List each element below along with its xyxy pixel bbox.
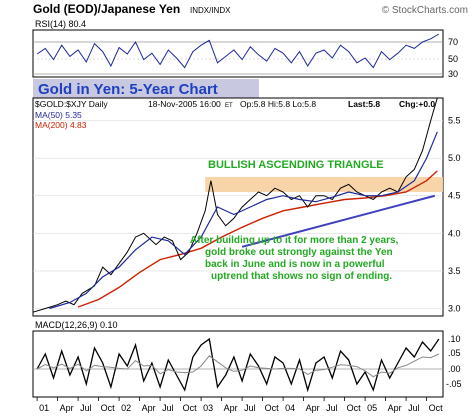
macd-frame [32, 330, 444, 398]
price-tick-label: 3.5 [448, 266, 461, 276]
copyright: © StockCharts.com [382, 5, 468, 16]
legend-ma50: MA(50) 5.35 [35, 110, 82, 120]
macd-signal-line [36, 353, 440, 378]
comment-line-2: gold broke out strongly against the Yen [205, 247, 393, 258]
triangle-label: BULLISH ASCENDING TRIANGLE [208, 159, 384, 171]
chart-banner-bg [33, 79, 259, 98]
rsi-frame [32, 29, 444, 78]
x-tick-label: Oct [429, 403, 444, 413]
x-tick-label: 04 [285, 403, 295, 413]
x-tick-label: 02 [121, 403, 131, 413]
x-tick-label: Jul [162, 403, 174, 413]
x-tick-label: 03 [203, 403, 213, 413]
price-panel: $GOLD:$XJY Daily 18-Nov-2005 16:00 ET Op… [32, 97, 461, 317]
x-tick-label: Jul [80, 403, 92, 413]
chg-label: Chg:+0.0 [399, 99, 435, 109]
rsi-panel: RSI(14) 80.4 70 50 30 [32, 19, 458, 79]
x-tick-label: Apr [142, 403, 156, 413]
x-tick-label: 05 [367, 403, 377, 413]
legend-ma200: MA(200) 4.83 [35, 120, 87, 130]
rsi-tick-70: 70 [448, 37, 458, 47]
price-axis: 5.5 5.0 4.5 4.0 3.5 3.0 [448, 116, 461, 314]
x-tick-label: 01 [39, 403, 49, 413]
macd-panel: MACD(12,26,9) 0.10 .10 .05 .00 -.05 [32, 320, 462, 398]
ma200-line [77, 170, 438, 308]
x-tick-label: Apr [60, 403, 74, 413]
price-frame [32, 97, 444, 317]
trendline [241, 194, 436, 248]
chart-banner: Gold in Yen: 5-Year Chart [38, 81, 218, 98]
x-tick-label: Jul [326, 403, 338, 413]
macd-tick-neg05: -.05 [446, 379, 462, 389]
macd-tick-10: .10 [448, 334, 461, 344]
x-axis: 01 Apr Jul Oct 02 Apr Jul Oct 03 Apr Jul Oct 04 Apr Ju… [36, 397, 444, 413]
rsi-tick-50: 50 [448, 54, 458, 64]
comment-line-4: uptrend that shows no sign of ending. [211, 271, 392, 282]
x-tick-label: Apr [388, 403, 402, 413]
x-tick-label: Oct [265, 403, 280, 413]
price-tick-label: 5.5 [448, 116, 461, 126]
macd-tick-00: .00 [448, 364, 461, 374]
chart-title: Gold (EOD)/Japanese Yen [33, 2, 180, 16]
symbol-label: $GOLD:$XJY Daily [35, 99, 108, 109]
ohlc-label: Op:5.8 Hi:5.8 Lo:5.8 [240, 99, 316, 109]
price-tick-label: 3.0 [448, 303, 461, 313]
price-tick-label: 4.5 [448, 191, 461, 201]
x-tick-label: Oct [183, 403, 198, 413]
et-label: ET [225, 103, 233, 109]
x-tick-label: Apr [306, 403, 320, 413]
comment-line-3: back in June and is now in a powerful [205, 259, 385, 270]
x-tick-label: Jul [244, 403, 256, 413]
rsi-tick-30: 30 [448, 69, 458, 79]
last-label: Last:5.8 [348, 99, 380, 109]
macd-tick-05: .05 [448, 348, 461, 358]
price-line [32, 97, 438, 313]
x-tick-label: Oct [101, 403, 116, 413]
ma50-line [49, 131, 438, 310]
x-tick-label: Jul [408, 403, 420, 413]
date-label: 18-Nov-2005 16:00 [148, 99, 221, 109]
comment-line-1: After building up to it for more than 2 … [190, 235, 399, 246]
price-tick-label: 5.0 [448, 153, 461, 163]
chart-exchange: INDX/INDX [190, 6, 231, 15]
resistance-band [205, 176, 443, 192]
x-tick-label: Oct [347, 403, 362, 413]
rsi-label: RSI(14) 80.4 [35, 19, 86, 29]
x-tick-label: Apr [224, 403, 238, 413]
macd-label: MACD(12,26,9) 0.10 [35, 320, 118, 330]
price-tick-label: 4.0 [448, 228, 461, 238]
rsi-line [36, 33, 440, 69]
